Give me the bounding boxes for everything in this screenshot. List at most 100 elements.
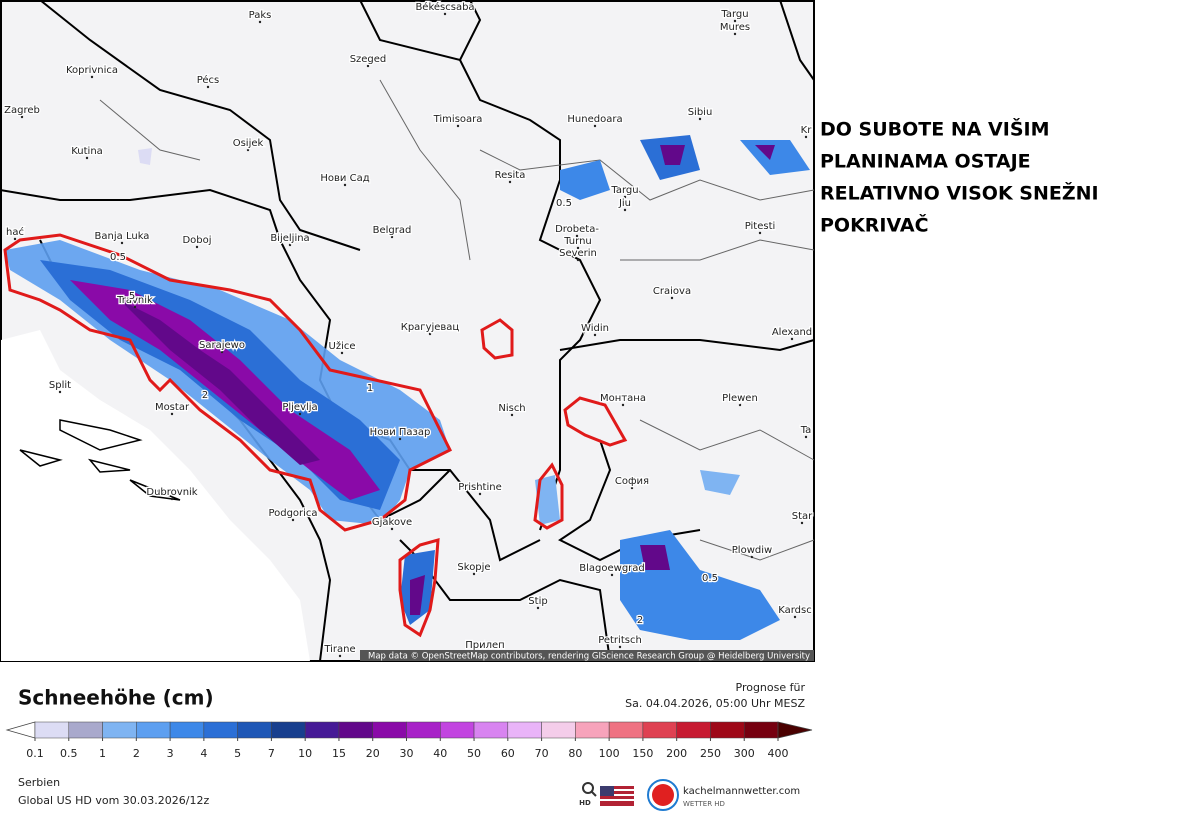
forecast-label: Prognose für — [736, 681, 806, 694]
city-label: Békéscsaba — [415, 1, 474, 13]
city-dot — [630, 486, 634, 490]
city-dot — [13, 237, 17, 241]
legend-level: 20 — [366, 747, 380, 760]
city-label: Pitesti — [745, 221, 776, 232]
city-dot — [291, 518, 295, 522]
city-label: Pljevlja — [282, 402, 317, 413]
legend-swatch — [608, 721, 644, 739]
city-dot — [170, 497, 174, 501]
flag-stripe — [600, 799, 634, 801]
city-label: Szeged — [350, 54, 387, 65]
city-label: Koprivnica — [66, 65, 118, 76]
brand-sub: WETTER HD — [683, 800, 725, 808]
city-label: Pécs — [197, 74, 220, 86]
annotation-line: DO SUBOTE NA VIŠIM — [820, 117, 1050, 141]
city-label: Craiova — [653, 286, 691, 297]
city-label: Targu — [720, 9, 748, 20]
legend-swatch — [169, 721, 205, 739]
legend-swatch — [507, 721, 542, 739]
snow-cover — [5, 135, 810, 640]
legend-swatch — [102, 721, 137, 739]
city-dot — [246, 148, 250, 152]
contour-label: 5 — [129, 291, 135, 302]
city-label: Mures — [720, 22, 750, 33]
legend-level: 0.5 — [60, 747, 78, 760]
search-icon[interactable] — [582, 782, 594, 794]
legend-swatch — [575, 721, 610, 739]
city-dot — [258, 20, 262, 24]
city-dot — [621, 403, 625, 407]
legend-level: 1 — [99, 747, 106, 760]
legend-swatch — [237, 721, 272, 739]
annotation-line: POKRIVAČ — [820, 213, 929, 237]
city-label: Tirane — [323, 644, 355, 655]
highlight-outlines — [3, 233, 628, 638]
city-label: Severin — [559, 248, 597, 259]
legend-swatch — [440, 721, 475, 739]
city-dot — [398, 437, 402, 441]
legend-swatch — [676, 721, 711, 739]
legend-swatch — [541, 721, 576, 739]
city-dot — [733, 19, 737, 23]
city-dot — [758, 231, 762, 235]
city-dot — [738, 403, 742, 407]
city-dot — [428, 332, 432, 336]
map: Paks Békéscsaba Targu Mures Koprivnica Pécs Sz… — [0, 0, 815, 662]
region: Serbien — [18, 776, 60, 789]
islands — [19, 419, 181, 501]
city-label: Star — [792, 511, 813, 522]
legend-level: 7 — [268, 747, 275, 760]
city-dot — [618, 645, 622, 649]
hd-label: HD — [579, 799, 591, 807]
legend-level: 80 — [568, 747, 582, 760]
city-label: Blagoewgrad — [579, 563, 645, 574]
legend-level: 3 — [167, 747, 174, 760]
legend-level: 300 — [734, 747, 755, 760]
city-dot — [750, 555, 754, 559]
legend-swatch — [743, 721, 779, 739]
flag-canton — [600, 786, 614, 796]
regions — [99, 79, 815, 561]
city-dot — [670, 296, 674, 300]
city-dot — [58, 390, 62, 394]
contour-label: 1 — [367, 383, 373, 394]
city-label: Skopje — [457, 562, 490, 573]
city-dot — [793, 615, 797, 619]
city-label: Kutina — [71, 146, 103, 157]
city-label: Belgrad — [373, 225, 412, 236]
city-dot — [593, 124, 597, 128]
city-label: София — [615, 476, 649, 487]
city-dot — [195, 245, 199, 249]
legend-level: 15 — [332, 747, 346, 760]
city-label: Travnik — [116, 295, 153, 306]
city-label: Hunedoara — [567, 114, 622, 125]
legend: 0.1 0.5 1 2 3 4 5 7 10 15 20 30 40 50 60 70 80 100 150 200 2… — [5, 721, 813, 760]
city-dot — [170, 412, 174, 416]
legend-level: 60 — [501, 747, 515, 760]
city-dot — [623, 208, 627, 212]
city-label: Gjakove — [372, 517, 412, 528]
legend-level: 50 — [467, 747, 481, 760]
city-dot — [85, 156, 89, 160]
city-label: Прилеп — [465, 640, 504, 651]
city-label: Plowdiw — [732, 545, 772, 556]
legend-swatch — [372, 721, 407, 739]
city-dot — [536, 606, 540, 610]
city-label: Bijeljina — [270, 233, 309, 244]
city-label: Užice — [329, 340, 356, 352]
contour-label: 0.5 — [110, 252, 126, 263]
legend-level: 70 — [535, 747, 549, 760]
city-label: Drobeta- — [555, 224, 599, 235]
city-dot — [340, 351, 344, 355]
city-label: Banja Luka — [95, 231, 150, 242]
legend-swatch — [271, 721, 306, 739]
search-icon-handle — [591, 791, 597, 797]
city-dot — [800, 521, 804, 525]
brand-name: kachelmannwetter.com — [683, 786, 800, 797]
city-dot — [90, 75, 94, 79]
city-dot — [343, 183, 347, 187]
city-label: Petritsch — [598, 635, 642, 646]
legend-level: 4 — [200, 747, 207, 760]
legend-swatch — [34, 721, 70, 739]
